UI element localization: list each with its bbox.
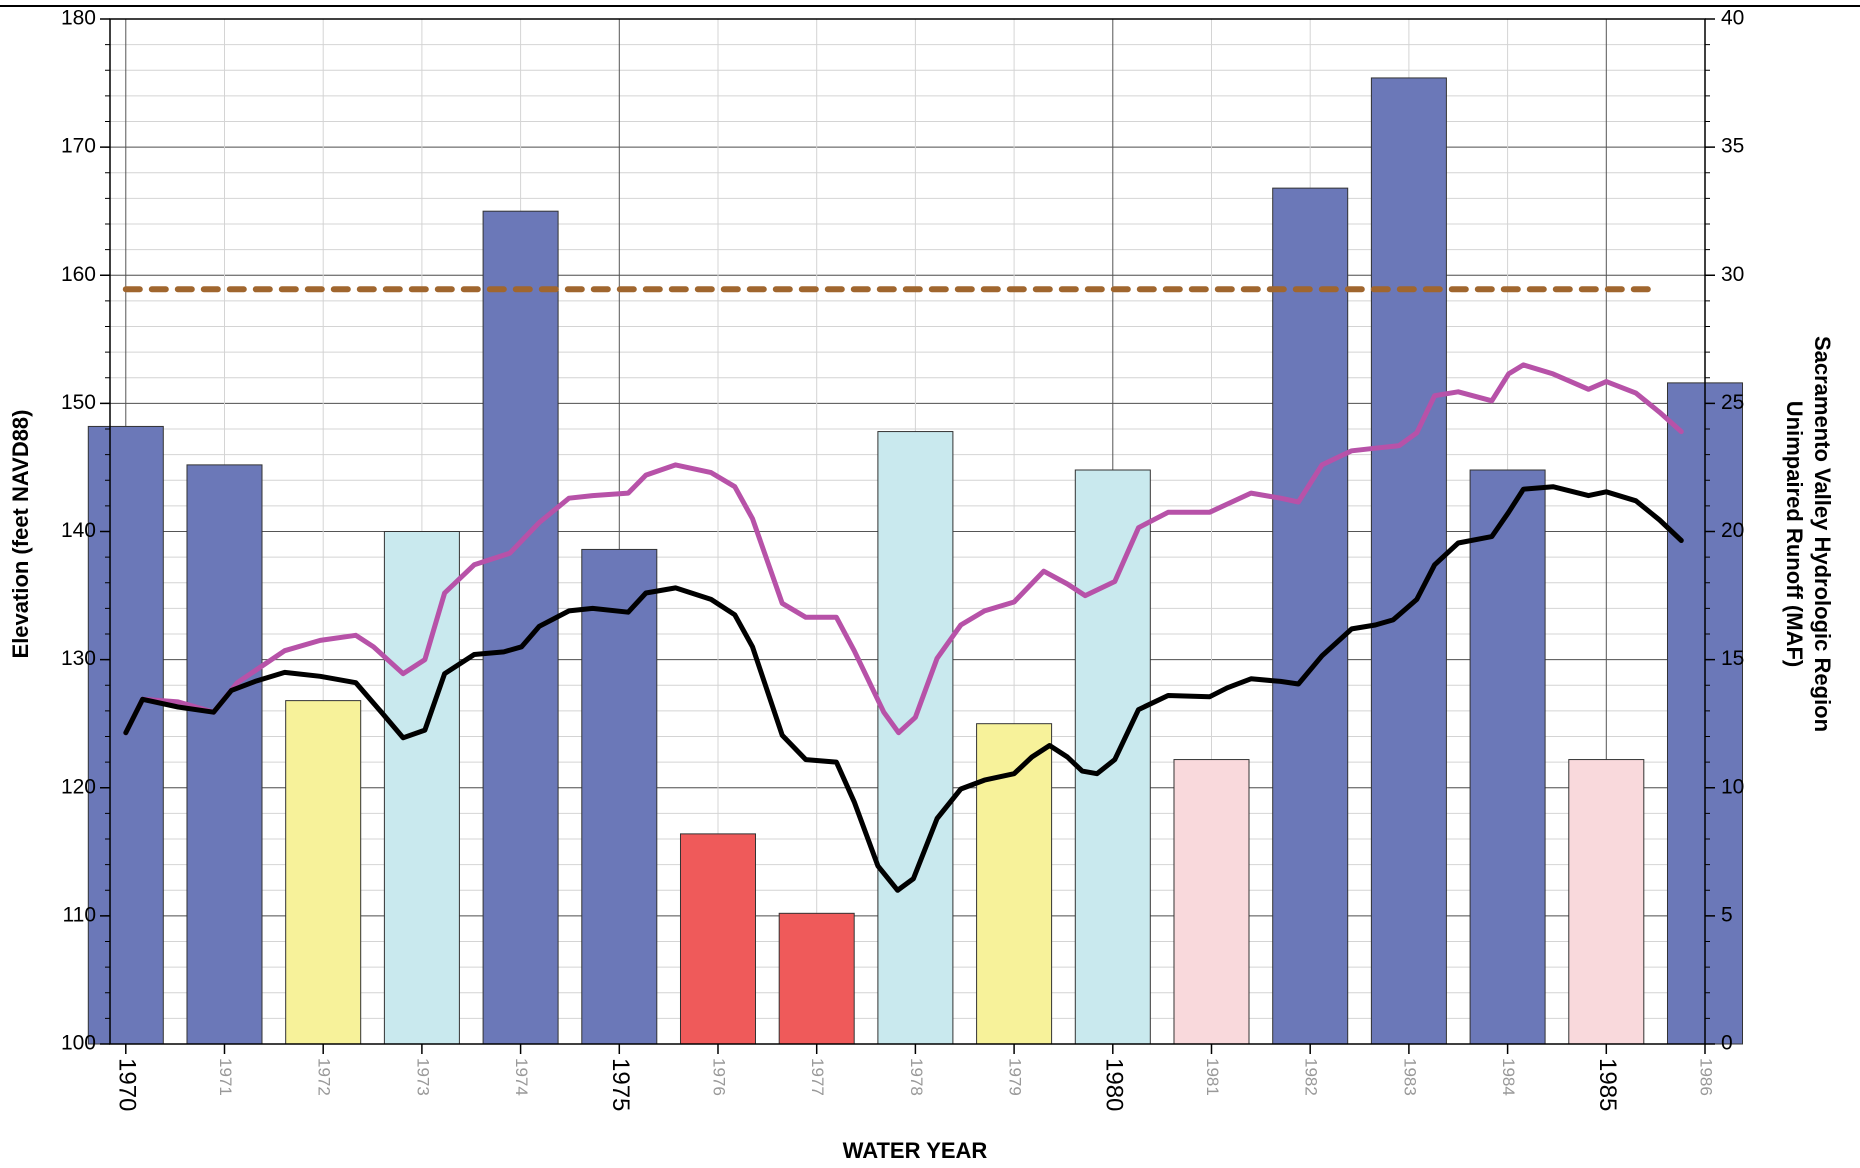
y2-tick-label: 30 [1721,263,1744,286]
axes: 100 110 120 130 140 150 160 170 180 0 5 10 15 20 25 30 3… [61,7,1744,1112]
x-tick-label: 1975 [607,1058,634,1111]
x-tick-label: 1977 [808,1058,827,1096]
x-tick-label: 1979 [1006,1058,1025,1096]
y-tick-label: 140 [61,519,96,542]
x-tick-label: 1981 [1203,1058,1222,1096]
line [123,362,1684,736]
bar [383,531,460,1045]
bar [1469,469,1546,1045]
y-axis-title: Elevation (feet NAVD88) [8,410,33,659]
y-tick-label: 120 [61,775,96,798]
bar [186,464,263,1045]
x-tick-label: 1984 [1499,1058,1518,1096]
x-axis-title: WATER YEAR [843,1138,988,1163]
x-tick-label: 1976 [710,1058,729,1096]
x-tick-label: 1985 [1594,1058,1621,1111]
y2-tick-label: 35 [1721,135,1744,158]
bar [1370,77,1447,1045]
x-tick-label: 1972 [315,1058,334,1096]
bar [581,548,658,1045]
bar [1272,187,1349,1045]
y-tick-label: 160 [61,263,96,286]
marks [87,77,1744,1045]
x-tick-label: 1978 [907,1058,926,1096]
bar [1074,469,1151,1045]
bar [285,700,362,1045]
x-tick-label: 1980 [1100,1058,1127,1111]
y2-tick-label: 40 [1721,7,1744,30]
y2-tick-label: 20 [1721,519,1744,542]
y2-axis-title: Sacramento Valley Hydrologic Region [1810,336,1835,732]
x-tick-label: 1973 [413,1058,432,1096]
y-tick-label: 100 [61,1032,96,1055]
bar [1568,759,1645,1045]
bar [482,210,559,1045]
bar [778,912,855,1045]
y2-tick-label: 5 [1721,903,1733,926]
bar [87,425,164,1045]
x-tick-label: 1986 [1697,1058,1716,1096]
bar [877,431,954,1045]
y-tick-label: 110 [63,903,96,926]
y-tick-label: 150 [61,391,96,414]
y-tick-label: 180 [61,7,96,30]
x-tick-label: 1974 [512,1058,531,1096]
y-tick-label: 130 [61,647,96,670]
x-tick-label: 1982 [1302,1058,1321,1096]
x-tick-label: 1971 [216,1058,235,1096]
bar [1173,759,1250,1045]
y2-tick-label: 15 [1721,647,1744,670]
y2-tick-label: 25 [1721,391,1744,414]
plot-frame [109,18,1706,1045]
x-tick-label: 1983 [1400,1058,1419,1096]
x-tick-label: 1970 [113,1058,140,1111]
line [123,484,1684,893]
bar [679,833,757,1045]
y-tick-label: 170 [61,135,96,158]
y2-axis-title: Unimpaired Runoff (MAF) [1782,401,1807,667]
y2-tick-label: 0 [1721,1032,1733,1055]
y2-tick-label: 10 [1721,775,1744,798]
